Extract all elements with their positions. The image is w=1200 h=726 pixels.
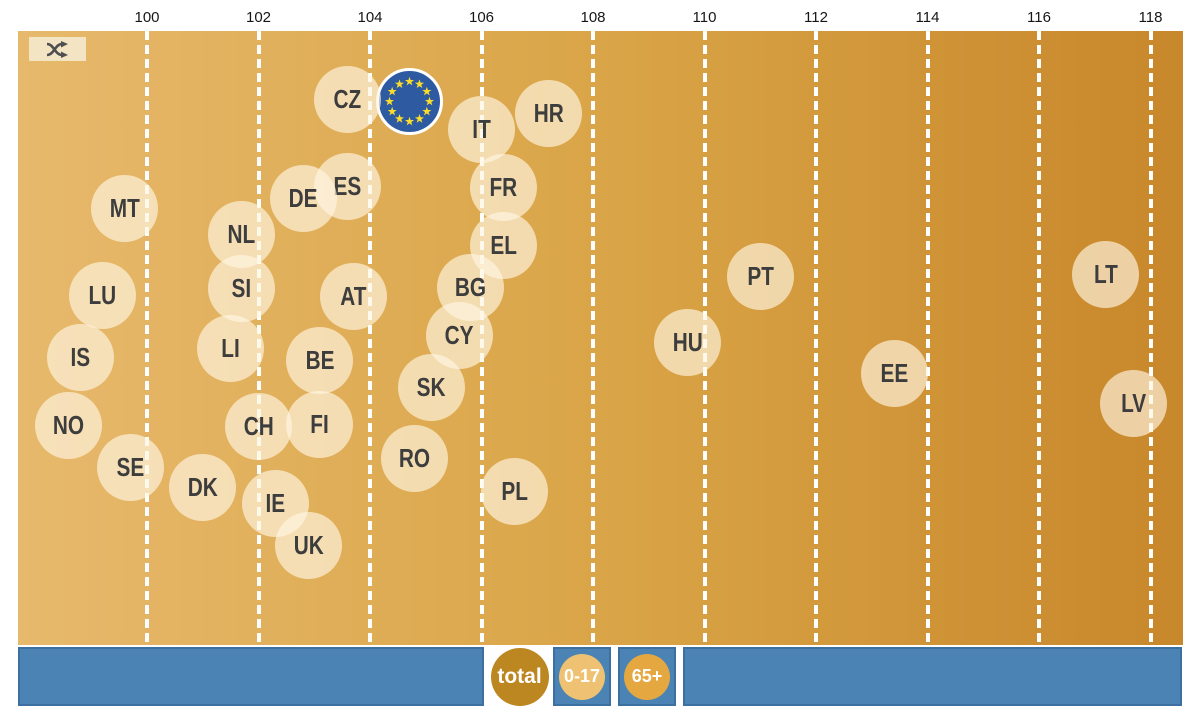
- x-axis: 100 102 104 106 108 110 112 114 116 118: [0, 0, 1200, 30]
- gridline-116: [1037, 31, 1041, 645]
- country-bubble-SI[interactable]: SI: [208, 254, 276, 322]
- axis-tick-110: 110: [692, 9, 717, 26]
- country-bubble-label: SK: [416, 372, 446, 402]
- country-bubble-label: MT: [109, 193, 140, 223]
- country-bubble-label: DK: [187, 472, 218, 502]
- country-bubble-label: HU: [672, 327, 703, 357]
- country-bubble-label: FR: [489, 172, 518, 202]
- age-button-65plus[interactable]: 65+: [618, 647, 676, 706]
- country-bubble-CY[interactable]: CY: [425, 301, 493, 369]
- country-bubble-label: SE: [116, 452, 145, 482]
- country-bubble-CH[interactable]: CH: [225, 392, 292, 460]
- axis-tick-102: 102: [245, 9, 272, 26]
- country-bubble-label: CZ: [333, 84, 362, 114]
- country-bubble-label: LV: [1121, 388, 1147, 418]
- country-bubble-FI[interactable]: FI: [286, 390, 354, 458]
- country-bubble-DE[interactable]: DE: [269, 164, 337, 232]
- total-circle: total: [490, 647, 549, 706]
- country-bubble-UK[interactable]: UK: [275, 511, 343, 579]
- shuffle-icon: [46, 40, 68, 58]
- bar-segment-right: [683, 647, 1182, 706]
- country-bubble-label: ES: [333, 171, 362, 201]
- country-bubble-AT[interactable]: AT: [319, 262, 387, 330]
- country-bubble-LV[interactable]: LV: [1100, 369, 1168, 437]
- gridline-108: [591, 31, 595, 645]
- country-bubble-EU[interactable]: [375, 67, 443, 135]
- age-selector-bar: total 0-17 65+: [0, 647, 1200, 706]
- country-bubble-label: LT: [1093, 259, 1118, 289]
- age-65plus-circle: 65+: [624, 653, 670, 700]
- gridline-114: [925, 31, 930, 645]
- country-bubble-label: DE: [288, 183, 318, 213]
- country-bubble-label: UK: [293, 530, 324, 560]
- country-bubble-IT[interactable]: IT: [448, 95, 515, 163]
- country-bubble-label: LI: [221, 333, 240, 363]
- country-bubble-label: AT: [340, 281, 367, 311]
- country-bubble-LT[interactable]: LT: [1072, 240, 1140, 308]
- country-bubble-HU[interactable]: HU: [654, 308, 722, 376]
- country-bubble-label: IE: [265, 488, 286, 518]
- country-bubble-label: CY: [444, 320, 474, 350]
- country-bubble-label: EE: [880, 358, 908, 388]
- axis-tick-112: 112: [804, 9, 828, 26]
- age-button-total[interactable]: total: [489, 646, 550, 707]
- country-bubble-label: FI: [310, 409, 330, 439]
- age-button-65plus-label: 65+: [631, 666, 663, 686]
- country-bubble-LI[interactable]: LI: [197, 314, 265, 382]
- country-bubble-label: IS: [70, 342, 90, 372]
- country-bubble-label: NO: [53, 410, 85, 440]
- country-bubble-label: PT: [746, 261, 774, 291]
- country-bubble-IS[interactable]: IS: [46, 323, 114, 391]
- country-bubble-label: EL: [490, 230, 518, 260]
- axis-tick-100: 100: [134, 9, 160, 26]
- country-bubble-RO[interactable]: RO: [381, 424, 449, 492]
- country-bubble-HR[interactable]: HR: [514, 79, 582, 147]
- gridline-104: [368, 31, 372, 645]
- age-button-total-label: total: [497, 664, 542, 688]
- gridline-112: [814, 31, 818, 645]
- age-button-0-17-label: 0-17: [563, 666, 601, 686]
- country-bubble-LU[interactable]: LU: [68, 261, 136, 329]
- axis-tick-114: 114: [915, 9, 940, 26]
- gridline-118: [1148, 31, 1153, 645]
- country-bubble-label: RO: [398, 443, 431, 473]
- country-bubble-BE[interactable]: BE: [286, 326, 354, 394]
- age-0-17-circle: 0-17: [559, 653, 605, 700]
- country-bubble-FR[interactable]: FR: [470, 153, 538, 221]
- country-bubble-label: PL: [501, 476, 529, 506]
- country-bubble-DK[interactable]: DK: [169, 453, 237, 521]
- plot-area: CZ IT HR MT ES DE FR NL EL LU SI AT BG PT LT IS LI CY HU BE…: [18, 31, 1183, 645]
- country-bubble-label: BG: [454, 272, 486, 302]
- country-bubble-label: IT: [472, 114, 491, 144]
- axis-tick-106: 106: [468, 9, 495, 26]
- country-bubble-MT[interactable]: MT: [91, 174, 159, 242]
- country-bubble-label: SI: [231, 273, 252, 303]
- gridline-100: [145, 31, 149, 645]
- axis-tick-116: 116: [1027, 9, 1051, 26]
- axis-tick-108: 108: [580, 9, 606, 26]
- axis-tick-118: 118: [1138, 9, 1163, 26]
- country-bubble-PL[interactable]: PL: [481, 457, 549, 525]
- country-bubble-NO[interactable]: NO: [35, 391, 103, 459]
- country-bubble-label: NL: [227, 219, 256, 249]
- eu-flag-icon: [384, 76, 434, 125]
- country-bubble-EE[interactable]: EE: [860, 339, 928, 407]
- axis-tick-104: 104: [357, 9, 383, 26]
- bar-segment-left: [18, 647, 484, 706]
- country-bubble-SK[interactable]: SK: [397, 353, 465, 421]
- country-bubble-label: BE: [305, 345, 335, 375]
- country-bubble-CZ[interactable]: CZ: [314, 65, 382, 133]
- country-bubble-PT[interactable]: PT: [726, 242, 794, 310]
- country-bubble-label: HR: [533, 98, 564, 128]
- age-button-0-17[interactable]: 0-17: [553, 647, 611, 706]
- country-bubble-label: CH: [243, 411, 274, 441]
- country-bubble-SE[interactable]: SE: [96, 433, 164, 501]
- country-bubble-label: LU: [88, 280, 117, 310]
- shuffle-button[interactable]: [29, 37, 86, 61]
